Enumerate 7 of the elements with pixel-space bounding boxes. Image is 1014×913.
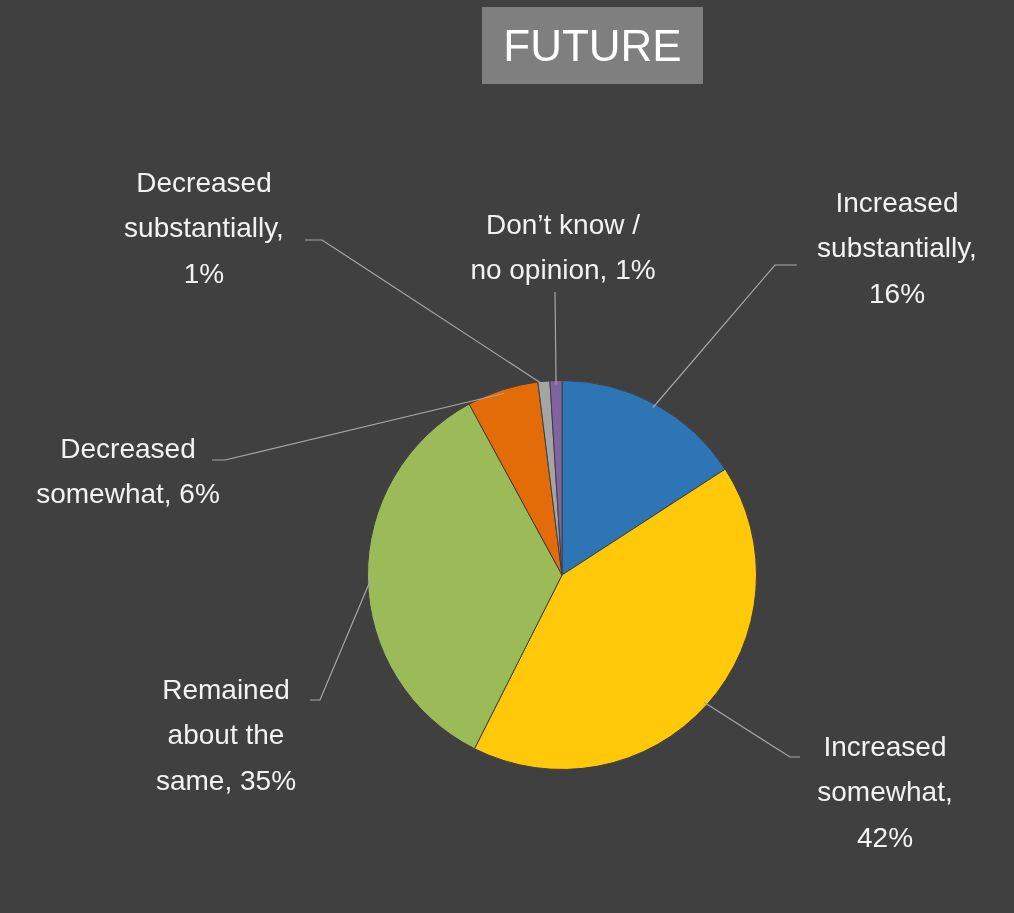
slice-label: Remained about the same, 35% [155, 673, 297, 796]
slice-label: Don’t know / no opinion, 1% [470, 208, 656, 286]
slice-label: Increased substantially, 16% [817, 186, 977, 309]
slice-label: Decreased substantially, 1% [124, 166, 284, 289]
slice-label: Increased somewhat, 42% [817, 730, 953, 853]
slice-label: Decreased somewhat, 6% [36, 432, 220, 510]
chart-title: FUTURE [482, 7, 703, 84]
